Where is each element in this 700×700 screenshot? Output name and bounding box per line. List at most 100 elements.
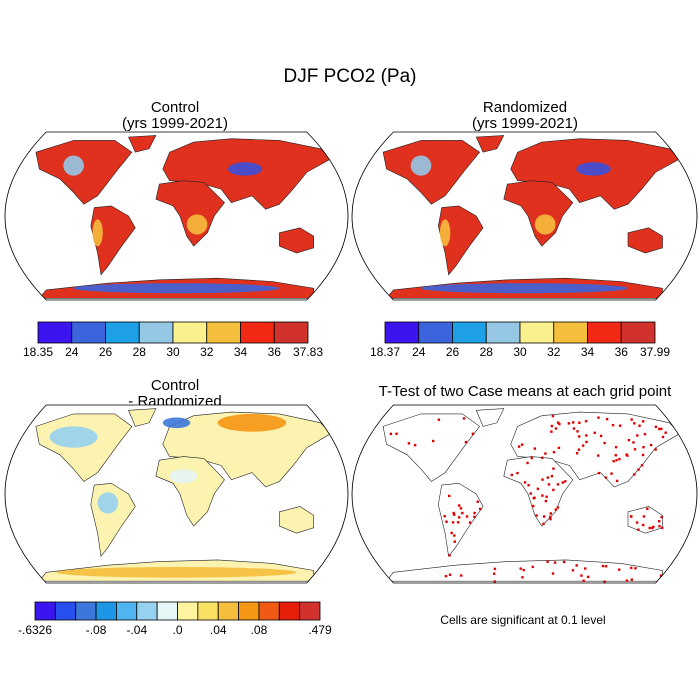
panel-title: T-Test of two Case means at each grid po… — [379, 383, 672, 400]
colorbar-box — [156, 601, 178, 621]
colorbar-label: .08 — [251, 623, 268, 637]
significant-cell — [451, 521, 455, 524]
colorbar-box — [138, 321, 174, 344]
significant-cell — [571, 569, 575, 572]
significant-cell — [558, 422, 561, 426]
colorbar-box — [177, 601, 199, 621]
colorbar-box — [34, 601, 56, 621]
colorbar-label: 30 — [166, 345, 180, 359]
significant-cell — [522, 568, 525, 572]
colorbar-box — [37, 321, 73, 344]
significant-cell — [664, 431, 667, 434]
map-outline — [4, 404, 349, 584]
colorbar-label: 32 — [547, 345, 561, 359]
field-patch — [217, 413, 287, 432]
significant-cell — [599, 434, 603, 438]
colorbar-box — [172, 321, 208, 344]
significant-cell — [541, 478, 544, 481]
significant-cell — [554, 508, 558, 511]
significant-cell — [612, 460, 615, 463]
significant-cell — [654, 425, 658, 429]
significant-cell — [473, 515, 476, 519]
significant-cell — [561, 481, 564, 484]
map-outline — [351, 404, 698, 584]
colorbar-label: 18.37 — [370, 345, 400, 359]
significant-cell — [461, 511, 464, 515]
field-patch — [63, 155, 84, 176]
significant-cell — [548, 515, 552, 519]
colorbar-box — [75, 601, 97, 621]
significant-cell — [642, 523, 645, 527]
landmass — [162, 411, 332, 488]
significant-cell — [661, 435, 665, 439]
significant-cell — [458, 504, 461, 507]
significant-cell — [618, 568, 621, 571]
significant-cell — [519, 567, 522, 570]
significant-cell — [643, 432, 647, 436]
significant-cell — [549, 512, 553, 515]
significant-cell — [614, 454, 617, 457]
significant-cell — [516, 471, 519, 475]
colorbar-label: 28 — [480, 345, 494, 359]
colorbar-box — [519, 321, 555, 344]
significant-cell — [462, 417, 466, 420]
map — [382, 135, 681, 299]
map — [35, 135, 332, 299]
landmass — [35, 140, 133, 205]
significant-cell — [630, 418, 633, 421]
map-outline — [351, 131, 698, 301]
map — [382, 408, 681, 583]
figure-title: DJF PCO2 (Pa) — [283, 66, 416, 87]
significant-cell — [473, 511, 476, 515]
colorbar-box — [240, 321, 275, 344]
significant-cell — [547, 483, 551, 486]
colorbar-label: .0 — [172, 623, 182, 637]
significant-cell — [635, 521, 639, 524]
significant-cell — [660, 427, 663, 431]
significant-cell — [468, 521, 472, 524]
significant-cell — [564, 480, 567, 483]
colorbar-label: 26 — [99, 345, 113, 359]
colorbar-box — [95, 601, 117, 621]
significant-cell — [552, 450, 556, 454]
colorbar-box — [452, 321, 487, 344]
landmass — [475, 408, 505, 427]
significant-cell — [642, 515, 646, 518]
significant-cell — [526, 461, 529, 465]
significant-cell — [551, 572, 555, 575]
panel-title: Control — [151, 377, 199, 394]
colorbar-label: 18.35 — [23, 345, 53, 359]
significant-cell — [584, 419, 588, 423]
field-patch — [73, 283, 280, 294]
colorbar-label: 34 — [234, 345, 248, 359]
significant-cell — [633, 422, 636, 425]
significant-cell — [527, 484, 530, 487]
colorbar-label: 37.99 — [640, 345, 670, 359]
panel-title: Randomized — [483, 99, 567, 116]
field-patch — [92, 219, 103, 247]
significant-cell — [552, 488, 555, 492]
colorbar-label: 32 — [200, 345, 214, 359]
significant-cell — [633, 448, 637, 451]
significant-cell — [641, 453, 645, 457]
significant-cell — [550, 430, 553, 433]
field-patch — [227, 162, 263, 176]
landmass — [155, 180, 225, 247]
significant-cell — [452, 511, 455, 515]
significant-cell — [629, 515, 633, 518]
significant-cell — [625, 579, 629, 582]
significant-cell — [520, 443, 524, 446]
significant-cell — [660, 526, 664, 530]
significant-cell — [615, 479, 619, 483]
significant-cell — [523, 481, 527, 484]
significant-cell — [585, 440, 588, 444]
colorbar-label: 37.83 — [293, 345, 323, 359]
field-patch — [56, 566, 297, 578]
significant-cell — [577, 448, 581, 451]
significant-cell — [517, 445, 521, 448]
significant-cell — [445, 520, 448, 523]
significant-cell — [532, 496, 536, 500]
significant-cell — [471, 432, 475, 436]
significant-cell — [395, 432, 398, 435]
